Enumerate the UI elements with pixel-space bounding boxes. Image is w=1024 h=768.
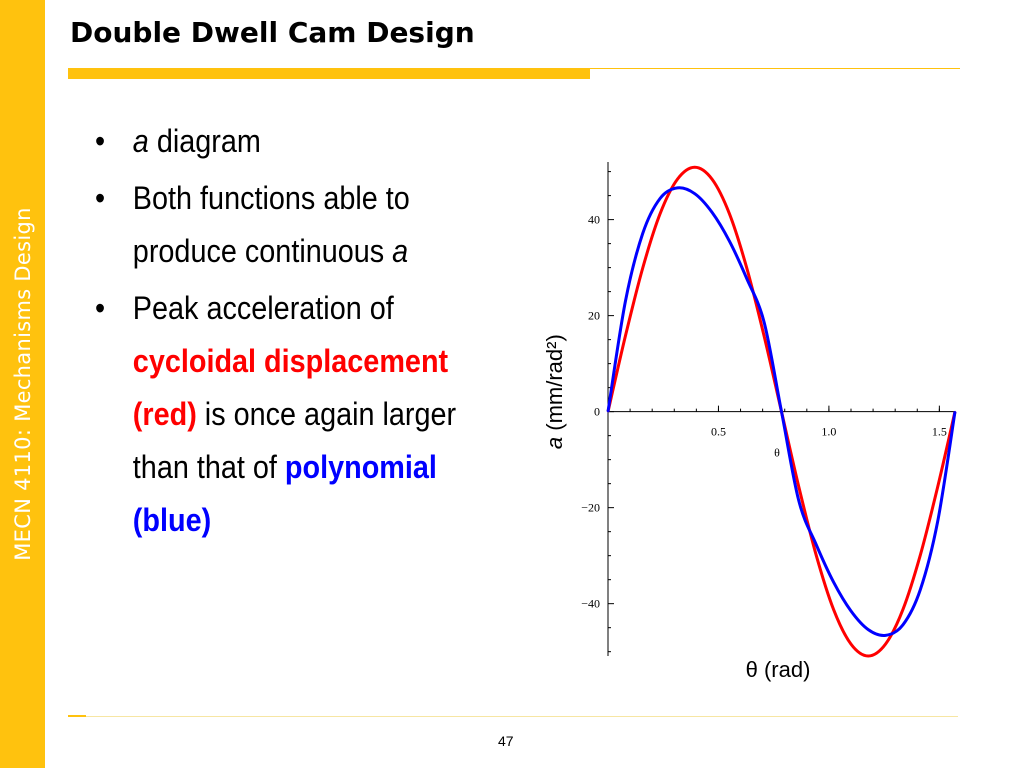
series-point bbox=[815, 543, 818, 546]
series-point bbox=[763, 321, 765, 324]
series-point bbox=[659, 213, 661, 215]
slide-title: Double Dwell Cam Design bbox=[70, 16, 475, 49]
x-axis-inline-label: θ bbox=[774, 446, 780, 460]
x-axis-title: θ (rad) bbox=[746, 657, 811, 682]
polynomial-highlight: polynomial (blue) bbox=[132, 449, 437, 538]
y-tick-label: 20 bbox=[588, 309, 600, 323]
y-tick-label: 40 bbox=[588, 213, 600, 227]
y-axis-title: a (mm/rad²) bbox=[542, 334, 567, 449]
series-point bbox=[867, 628, 870, 631]
title-underline-line bbox=[590, 68, 960, 69]
series-point bbox=[607, 410, 609, 413]
y-axis-title-unit: (mm/rad²) bbox=[542, 334, 567, 431]
x-tick-label: 1.5 bbox=[932, 425, 947, 439]
series-point bbox=[728, 213, 731, 215]
series-point bbox=[884, 643, 887, 645]
series-point bbox=[745, 267, 748, 269]
series-point bbox=[798, 500, 800, 502]
page-number: 47 bbox=[498, 733, 514, 749]
series-point bbox=[850, 610, 852, 612]
sidebar: MECN 4110: Mechanisms Design bbox=[0, 0, 45, 768]
bullet-item: a diagram bbox=[95, 115, 491, 168]
series-point bbox=[659, 197, 661, 200]
y-tick-label: −40 bbox=[581, 597, 600, 611]
series-point bbox=[641, 232, 644, 235]
series-point bbox=[624, 335, 627, 338]
x-tick-label: 1.0 bbox=[821, 425, 836, 439]
series-point bbox=[919, 588, 922, 591]
labels-group: 40 20 0 −20 −40 0.5 1.0 1.5 θ θ (rad) a (mm/rad²) bbox=[542, 213, 947, 682]
sidebar-course-label: MECN 4110: Mechanisms Design bbox=[11, 207, 35, 561]
series-point bbox=[693, 166, 696, 169]
series-point bbox=[745, 277, 748, 280]
footer-mark bbox=[68, 715, 86, 717]
series-point bbox=[676, 187, 679, 189]
series-point bbox=[902, 623, 904, 626]
series-point bbox=[884, 634, 887, 637]
bullet-text: diagram bbox=[148, 123, 261, 159]
bullet-text: Peak acceleration of bbox=[132, 290, 394, 326]
series-point bbox=[936, 486, 939, 488]
x-tick-label: 0.5 bbox=[711, 425, 726, 439]
bullet-item: Peak acceleration of cycloidal displacem… bbox=[95, 282, 491, 547]
series-point bbox=[867, 655, 870, 657]
series-point bbox=[780, 410, 783, 413]
series-point bbox=[936, 520, 939, 523]
series-point bbox=[850, 643, 852, 645]
bullet-variable: a bbox=[392, 233, 409, 269]
cycloidal-highlight: cycloidal displacement (red) bbox=[132, 343, 449, 432]
footer-line bbox=[68, 716, 958, 717]
y-axis-title-var: a bbox=[542, 431, 567, 449]
y-tick-label: 0 bbox=[594, 405, 600, 419]
bullet-item: Both functions able to produce continuou… bbox=[95, 172, 491, 278]
series-point bbox=[798, 486, 800, 488]
series-point bbox=[711, 211, 713, 214]
series-point bbox=[693, 192, 696, 195]
series-group bbox=[606, 165, 957, 658]
series-point bbox=[919, 554, 922, 556]
series-point bbox=[815, 554, 818, 556]
series-point bbox=[832, 608, 835, 611]
series-point bbox=[954, 410, 956, 413]
series-point bbox=[711, 178, 713, 181]
bullet-variable: a bbox=[132, 123, 149, 159]
series-point bbox=[902, 608, 904, 611]
title-underline-bar bbox=[68, 68, 590, 79]
acceleration-chart: 40 20 0 −20 −40 0.5 1.0 1.5 θ θ (rad) a (mm/rad²) bbox=[542, 162, 957, 682]
series-point bbox=[832, 581, 835, 583]
series-point bbox=[728, 240, 731, 243]
bullet-list: a diagram Both functions able to produce… bbox=[95, 115, 491, 551]
series-point bbox=[676, 178, 679, 181]
series-point bbox=[641, 267, 644, 269]
series-point bbox=[624, 300, 627, 303]
y-tick-label: −20 bbox=[581, 501, 600, 515]
bullet-text: Both functions able to produce continuou… bbox=[132, 180, 410, 269]
bullet-text: is once again larger than that of bbox=[132, 396, 457, 485]
series-point bbox=[763, 335, 765, 338]
